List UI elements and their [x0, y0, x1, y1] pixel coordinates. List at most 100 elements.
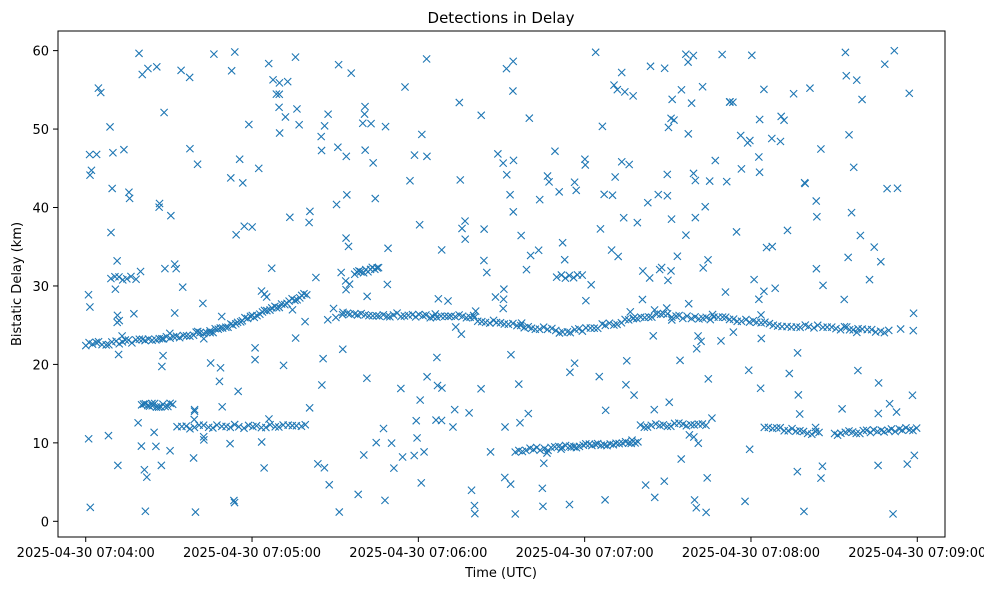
detection-marker: [542, 449, 551, 458]
detection-marker: [666, 422, 675, 431]
detection-marker: [111, 285, 120, 294]
detection-marker: [254, 164, 263, 173]
detection-marker: [352, 267, 361, 276]
detection-marker: [838, 404, 847, 413]
detection-marker: [662, 304, 671, 313]
detection-marker: [230, 47, 239, 56]
detection-marker: [190, 423, 199, 432]
detection-marker: [827, 323, 836, 332]
detection-marker: [660, 477, 669, 486]
detection-marker: [816, 474, 825, 483]
detection-marker: [199, 432, 208, 441]
detection-marker: [689, 51, 698, 60]
detection-marker: [521, 446, 530, 455]
detection-marker: [166, 446, 175, 455]
detection-marker: [728, 98, 737, 107]
detection-marker: [512, 321, 521, 330]
detection-marker: [157, 461, 166, 470]
detection-marker: [776, 137, 785, 146]
detection-marker: [744, 366, 753, 375]
detection-marker: [543, 172, 552, 181]
detection-marker: [586, 324, 595, 333]
detection-marker: [698, 82, 707, 91]
detection-marker: [417, 130, 426, 139]
detection-marker: [655, 265, 664, 274]
detection-marker: [470, 501, 479, 510]
detection-marker: [272, 90, 281, 99]
detection-marker: [750, 275, 759, 284]
detection-marker: [190, 405, 199, 414]
detection-marker: [264, 59, 273, 68]
detection-marker: [789, 89, 798, 98]
detection-marker: [359, 451, 368, 460]
detection-marker: [240, 222, 249, 231]
detection-marker: [896, 325, 905, 334]
detection-marker: [611, 173, 620, 181]
detection-marker: [909, 309, 918, 318]
detection-marker: [707, 414, 716, 423]
detection-marker: [638, 267, 647, 275]
detection-marker: [467, 486, 476, 495]
detection-marker: [275, 78, 284, 87]
detection-marker: [612, 439, 621, 448]
detection-marker: [114, 272, 123, 281]
detection-marker: [177, 66, 186, 75]
detection-marker: [337, 268, 346, 277]
detection-marker: [155, 199, 164, 208]
detection-marker: [387, 439, 396, 448]
y-axis-label: Bistatic Delay (km): [10, 222, 25, 346]
detection-marker: [157, 334, 166, 343]
detection-marker: [842, 323, 851, 331]
detection-marker: [305, 403, 314, 412]
detection-marker: [106, 122, 115, 131]
detection-marker: [633, 437, 642, 446]
detection-marker: [137, 442, 146, 451]
plot-area: 2025-04-30 07:04:00 2025-04-30 07:05:00 20…: [17, 30, 984, 561]
detection-marker: [150, 428, 159, 437]
detection-marker: [361, 146, 370, 155]
detection-marker: [290, 296, 299, 305]
detection-marker: [565, 271, 574, 280]
detection-marker: [736, 131, 745, 140]
detection-marker: [844, 253, 853, 262]
detection-marker: [614, 252, 623, 261]
detection-marker: [691, 213, 700, 222]
detection-marker: [565, 500, 574, 509]
detection-marker: [499, 295, 508, 304]
detection-marker: [831, 324, 840, 333]
detection-marker: [331, 313, 340, 322]
detection-marker: [389, 464, 398, 473]
detection-marker: [436, 312, 445, 321]
detection-marker: [358, 119, 367, 128]
detection-marker: [718, 313, 727, 322]
detection-marker: [570, 359, 579, 368]
detection-marker: [410, 451, 419, 460]
detection-marker: [702, 313, 711, 322]
detection-marker: [535, 195, 544, 204]
detection-marker: [199, 334, 208, 343]
detection-marker: [650, 493, 659, 502]
detection-marker: [166, 399, 175, 408]
detection-marker: [114, 350, 123, 359]
detection-marker: [470, 509, 479, 518]
detection-marker: [708, 310, 717, 319]
detection-marker: [193, 327, 202, 336]
detection-marker: [818, 462, 827, 471]
detection-marker: [729, 315, 738, 324]
detection-marker: [139, 400, 148, 409]
detection-marker: [689, 169, 698, 178]
detection-marker: [444, 312, 453, 321]
detection-marker: [455, 98, 464, 107]
detection-marker: [384, 244, 393, 253]
detection-marker: [812, 212, 821, 221]
detection-marker: [412, 416, 421, 425]
detection-marker: [86, 503, 95, 512]
detection-marker: [283, 77, 292, 86]
x-tick-label: 2025-04-30 07:04:00: [17, 546, 155, 561]
detection-marker: [630, 391, 639, 400]
detection-marker: [509, 156, 518, 165]
detection-marker: [667, 315, 676, 324]
detection-marker: [189, 453, 198, 462]
detection-marker: [741, 315, 750, 324]
detection-marker: [208, 423, 217, 432]
